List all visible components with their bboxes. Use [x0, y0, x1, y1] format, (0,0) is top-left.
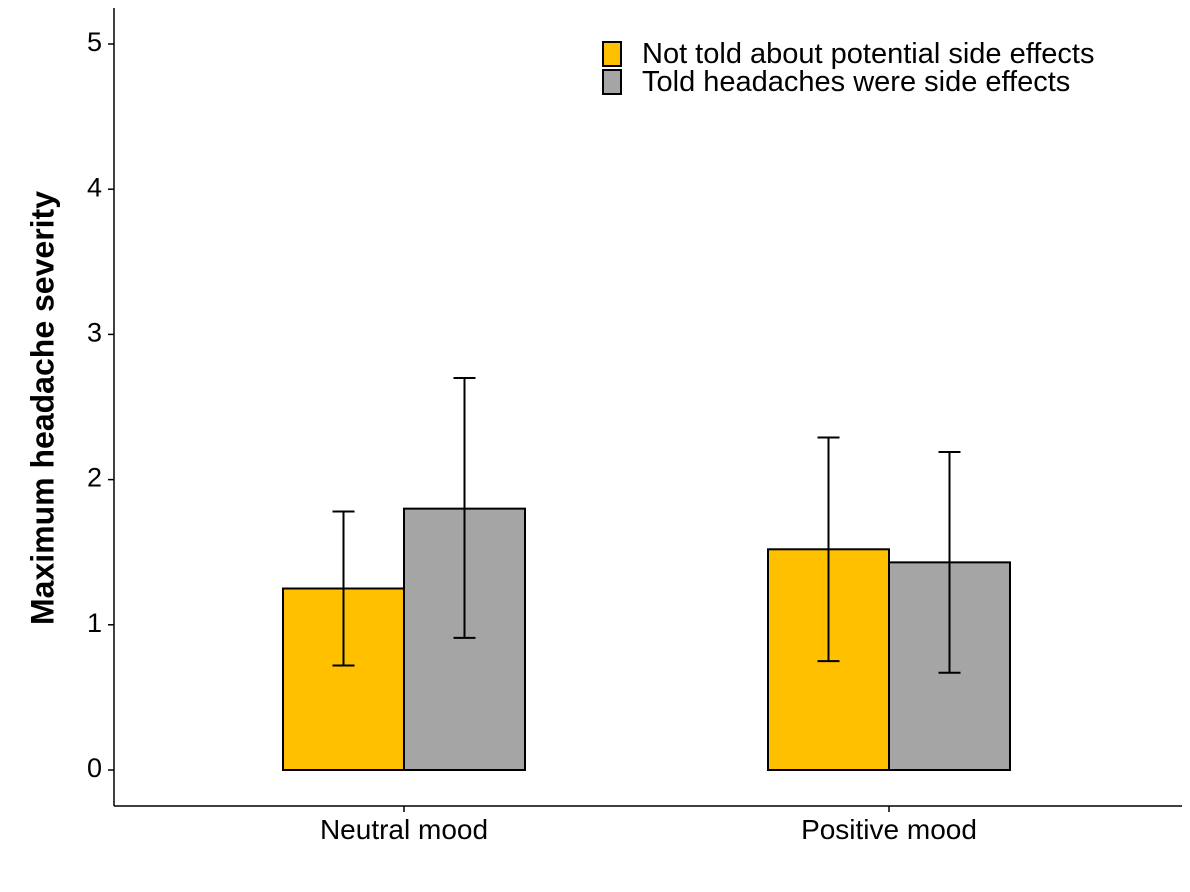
y-tick-label-4: 4 — [87, 172, 102, 202]
x-tick-label-1: Positive mood — [801, 814, 977, 845]
bars-layer — [282, 507, 1011, 772]
legend: Not told about potential side effectsTol… — [602, 38, 1095, 98]
y-tick-label-3: 3 — [87, 318, 102, 348]
y-ticks-layer: 0 1 2 3 4 5 — [87, 27, 114, 783]
y-tick-label-5: 5 — [87, 27, 102, 57]
y-tick-label-0: 0 — [87, 753, 102, 783]
axes-layer — [113, 8, 1182, 807]
legend-swatch-0 — [602, 41, 622, 67]
legend-label-0: Not told about potential side effects — [642, 38, 1095, 70]
legend-swatch-1 — [602, 69, 622, 95]
error-bars-layer — [332, 376, 961, 674]
legend-label-1: Told headaches were side effects — [642, 66, 1070, 98]
y-axis-title: Maximum headache severity — [24, 191, 60, 625]
y-tick-label-2: 2 — [87, 463, 102, 493]
x-tick-label-0: Neutral mood — [320, 814, 488, 845]
x-ticks-layer: Neutral mood Positive mood — [320, 806, 977, 845]
y-axis-title-group: Maximum headache severity — [24, 191, 60, 625]
y-tick-label-1: 1 — [87, 608, 102, 638]
